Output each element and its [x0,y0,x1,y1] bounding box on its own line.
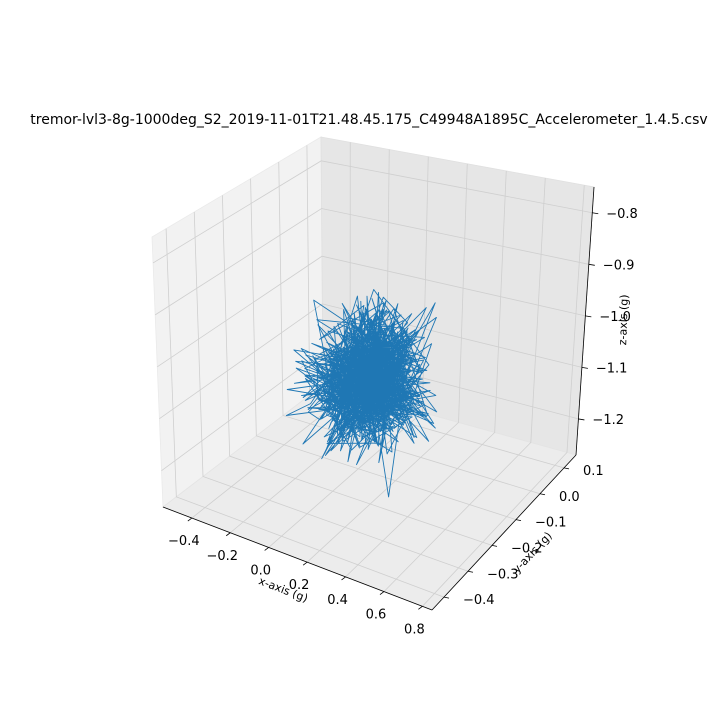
y-tick [467,570,474,573]
grid-line-z [161,351,579,471]
z-tick-label: −0.9 [603,258,635,273]
y-tick [515,519,522,521]
x-tick-label: −0.4 [168,534,200,549]
tick-labels: −0.4 −0.2 0.0 0.2 0.4 0.6 0.8 −0.4 −0.3 −0.2 −0.1 0… [168,207,638,638]
x-tick [418,606,423,610]
x-tick-label: 0.8 [404,622,425,637]
tick-marks [187,212,599,610]
x-tick [341,576,346,581]
grid-line-x [383,178,546,592]
z-axis-label: z-axis (g) [616,294,631,345]
x-tick [226,532,231,537]
z-tick [588,263,595,266]
grid-line-z [159,303,582,420]
y-tick-label: −0.1 [535,516,567,531]
series-line [285,289,438,498]
y-tick-label: −0.4 [463,593,495,608]
x-tick-label: 0.4 [327,593,348,608]
x-tick [302,561,308,566]
x-tick [187,517,193,522]
y-tick-label: −0.2 [511,541,543,556]
z-tick [585,315,592,318]
x-tick-label: 0.0 [250,563,271,578]
grid-line-y [222,195,493,546]
y-axis-line [431,454,577,611]
grid-line-x [306,163,468,563]
z-tick [581,366,588,369]
grid-line-y [165,228,445,598]
z-tick [578,418,585,421]
grid-line-z [154,208,589,316]
axis-lines [162,186,595,611]
x-tick-label: −0.2 [206,549,238,564]
z-axis-line [575,186,595,456]
z-tick [592,212,599,215]
grid-line-y [278,161,541,495]
chart-title: tremor-lvl3-8g-1000deg_S2_2019-11-01T21.… [30,112,707,128]
axes-panes [151,136,595,611]
data-series [285,289,438,498]
grid-line-z [152,160,593,264]
y-tick-label: −0.3 [487,567,519,582]
x-tick-label: 0.6 [366,608,387,623]
z-tick-label: −0.8 [606,207,638,222]
y-tick [443,596,450,599]
x-tick-label: 0.2 [289,578,310,593]
x-axis-line [162,506,433,611]
grid-line-x [345,170,507,578]
z-tick-label: −1.0 [599,310,631,325]
grid-line-y [250,178,517,520]
grid-line-z [157,255,586,368]
z-tick-label: −1.2 [592,413,624,428]
y-tick-label: 0.0 [559,490,580,505]
grid-line-x [422,185,585,607]
grid-line-y [193,211,469,572]
x-tick [379,591,385,595]
z-tick-label: −1.1 [596,361,628,376]
y-tick [491,545,498,547]
x-tick [264,547,269,551]
y-tick [563,467,570,470]
y-tick [539,493,546,496]
y-tick-label: 0.1 [583,464,604,479]
